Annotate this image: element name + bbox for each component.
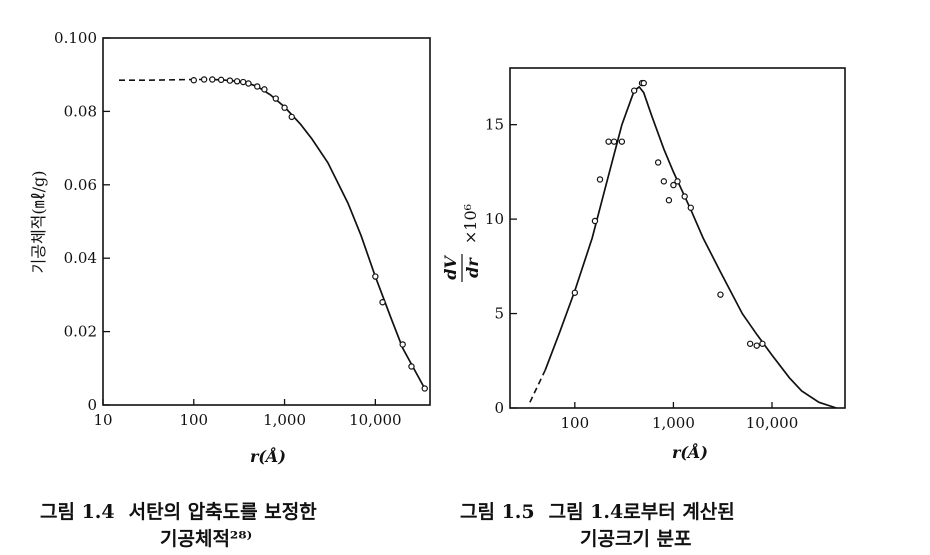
data-point bbox=[421, 385, 428, 392]
data-point bbox=[665, 197, 673, 204]
caption-figure-1-5: 그림 1.5 그림 1.4로부터 계산된 기공크기 분포 bbox=[460, 497, 735, 551]
data-point bbox=[233, 78, 241, 85]
data-point bbox=[190, 77, 197, 84]
data-point bbox=[717, 291, 724, 298]
series-line-dashed bbox=[119, 78, 210, 81]
plot-frame bbox=[509, 67, 846, 409]
data-point bbox=[372, 273, 379, 280]
data-point bbox=[408, 363, 415, 370]
data-point bbox=[399, 341, 406, 348]
data-point bbox=[272, 95, 279, 102]
data-point bbox=[630, 87, 638, 94]
y-label-numerator: dV bbox=[441, 255, 460, 280]
data-point bbox=[226, 77, 234, 84]
data-point bbox=[759, 340, 766, 347]
y-label-factor: ×10⁶ bbox=[461, 204, 480, 244]
series-line bbox=[544, 85, 837, 409]
y-tick-label: 0 bbox=[87, 396, 97, 414]
chart-pore-volume: 10 100 1,000 10,000 0 0.02 0.04 0.06 0.08 0.100 r(… bbox=[29, 29, 431, 466]
data-point bbox=[281, 104, 288, 111]
data-point bbox=[660, 178, 668, 185]
data-point bbox=[618, 138, 626, 145]
y-tick-label: 0.08 bbox=[64, 102, 97, 120]
data-point bbox=[571, 289, 579, 296]
data-point bbox=[640, 79, 647, 87]
data-point bbox=[687, 204, 694, 211]
data-point bbox=[200, 76, 208, 83]
data-point bbox=[610, 138, 618, 145]
data-point bbox=[209, 76, 216, 83]
caption-line1: 그림 1.4로부터 계산된 bbox=[548, 501, 735, 523]
y-tick-label: 0.02 bbox=[64, 323, 97, 341]
caption-line2: 기공크기 분포 bbox=[580, 528, 692, 550]
data-point bbox=[245, 80, 252, 87]
y-tick-label: 15 bbox=[485, 116, 504, 134]
series-line-dashed bbox=[529, 369, 546, 403]
data-point bbox=[753, 342, 760, 349]
data-point bbox=[596, 176, 604, 183]
data-point bbox=[591, 217, 599, 225]
data-point bbox=[239, 78, 247, 86]
caption-number: 그림 1.5 bbox=[460, 501, 535, 523]
y-tick-label: 0.100 bbox=[54, 29, 97, 47]
data-point bbox=[288, 113, 295, 121]
data-point bbox=[681, 193, 688, 200]
caption-line2: 기공체적²⁸⁾ bbox=[160, 528, 253, 550]
data-point bbox=[379, 299, 386, 306]
data-point bbox=[254, 83, 261, 90]
x-tick-label: 10 bbox=[93, 411, 112, 429]
x-tick-label: 1,000 bbox=[263, 411, 306, 429]
y-tick-label: 0 bbox=[494, 399, 504, 417]
data-point bbox=[746, 340, 754, 347]
data-point bbox=[605, 138, 612, 145]
x-tick-label: 100 bbox=[179, 411, 208, 429]
caption-line1: 서탄의 압축도를 보정한 bbox=[128, 501, 317, 523]
plot-frame bbox=[102, 37, 431, 406]
y-axis-label: 기공체적(㎖/g) bbox=[29, 171, 48, 274]
data-point bbox=[654, 159, 662, 166]
x-tick-label: 100 bbox=[561, 414, 590, 432]
data-point bbox=[670, 181, 677, 189]
y-tick-label: 0.04 bbox=[64, 249, 97, 267]
data-point bbox=[217, 76, 225, 84]
caption-number: 그림 1.4 bbox=[40, 501, 115, 523]
y-tick-label: 5 bbox=[494, 305, 504, 323]
x-axis-label: r(Å) bbox=[672, 441, 708, 462]
y-tick-label: 10 bbox=[485, 210, 504, 228]
x-tick-label: 10,000 bbox=[349, 411, 402, 429]
x-axis-label: r(Å) bbox=[250, 445, 286, 466]
series-line bbox=[209, 78, 426, 389]
x-tick-label: 10,000 bbox=[746, 414, 799, 432]
y-axis-label: dV dr ×10⁶ bbox=[441, 204, 482, 282]
chart-pore-size-distribution: 100 1,000 10,000 0 5 10 15 r(Å) dV dr ×10⁶ bbox=[441, 67, 846, 462]
x-tick-label: 1,000 bbox=[652, 414, 695, 432]
y-label-denominator: dr bbox=[463, 257, 482, 278]
caption-figure-1-4: 그림 1.4 서탄의 압축도를 보정한 기공체적²⁸⁾ bbox=[40, 497, 317, 551]
y-tick-label: 0.06 bbox=[64, 176, 97, 194]
data-point bbox=[261, 86, 268, 93]
data-point bbox=[674, 178, 681, 185]
